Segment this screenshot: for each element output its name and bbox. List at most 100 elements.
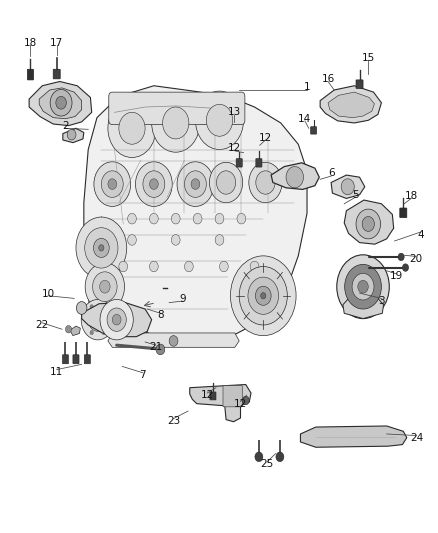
Circle shape: [344, 264, 381, 309]
Circle shape: [191, 179, 199, 189]
Circle shape: [286, 166, 303, 188]
Circle shape: [355, 209, 380, 239]
Circle shape: [255, 286, 271, 305]
Circle shape: [340, 179, 353, 195]
Circle shape: [65, 326, 71, 333]
Text: 2: 2: [62, 120, 69, 131]
Polygon shape: [108, 333, 239, 348]
Circle shape: [50, 90, 72, 116]
FancyBboxPatch shape: [209, 392, 215, 400]
Circle shape: [206, 104, 232, 136]
Text: 20: 20: [408, 254, 421, 263]
Circle shape: [357, 280, 367, 293]
Polygon shape: [81, 303, 151, 337]
Text: 8: 8: [157, 310, 163, 320]
Text: 18: 18: [24, 38, 37, 48]
Polygon shape: [189, 384, 251, 422]
Circle shape: [171, 235, 180, 245]
Circle shape: [108, 99, 155, 158]
Circle shape: [76, 217, 127, 279]
Circle shape: [99, 280, 110, 293]
Text: 19: 19: [389, 271, 403, 281]
Circle shape: [184, 171, 206, 197]
Text: 5: 5: [351, 190, 358, 200]
FancyBboxPatch shape: [53, 69, 60, 79]
FancyBboxPatch shape: [73, 355, 79, 364]
Circle shape: [93, 238, 109, 257]
Circle shape: [336, 255, 389, 319]
Text: 12: 12: [233, 399, 247, 409]
Text: 21: 21: [149, 342, 162, 352]
Circle shape: [119, 261, 127, 272]
Circle shape: [143, 171, 164, 197]
Circle shape: [99, 245, 104, 251]
Text: 4: 4: [417, 230, 423, 240]
FancyBboxPatch shape: [223, 385, 242, 407]
Circle shape: [402, 264, 408, 271]
Circle shape: [135, 162, 172, 206]
FancyBboxPatch shape: [84, 355, 90, 364]
Polygon shape: [343, 200, 393, 244]
Circle shape: [237, 213, 245, 224]
Polygon shape: [63, 128, 84, 143]
Circle shape: [250, 261, 258, 272]
Circle shape: [102, 305, 106, 309]
Circle shape: [112, 314, 121, 325]
Circle shape: [107, 308, 126, 332]
Circle shape: [84, 318, 87, 322]
Text: 23: 23: [166, 416, 180, 426]
Circle shape: [169, 336, 177, 346]
Text: 1: 1: [303, 82, 310, 92]
Circle shape: [239, 266, 287, 325]
Circle shape: [255, 171, 275, 194]
Circle shape: [247, 277, 278, 314]
Polygon shape: [327, 92, 374, 118]
FancyBboxPatch shape: [310, 127, 316, 134]
Circle shape: [248, 163, 282, 203]
Circle shape: [151, 94, 199, 152]
Text: 13: 13: [227, 107, 240, 117]
Text: 7: 7: [139, 370, 146, 380]
FancyBboxPatch shape: [109, 92, 244, 125]
Circle shape: [230, 256, 295, 336]
Circle shape: [127, 213, 136, 224]
Polygon shape: [300, 426, 406, 447]
Circle shape: [219, 261, 228, 272]
Circle shape: [215, 235, 223, 245]
Circle shape: [92, 272, 117, 302]
Circle shape: [56, 96, 66, 109]
Polygon shape: [29, 82, 92, 126]
Circle shape: [209, 163, 242, 203]
Text: 10: 10: [41, 289, 54, 299]
FancyBboxPatch shape: [255, 159, 261, 167]
Circle shape: [155, 344, 164, 355]
Circle shape: [216, 171, 235, 194]
Circle shape: [90, 305, 93, 309]
Text: 3: 3: [377, 296, 384, 306]
Text: 11: 11: [50, 367, 63, 377]
FancyBboxPatch shape: [236, 159, 242, 167]
Text: 6: 6: [327, 168, 334, 179]
Circle shape: [100, 300, 133, 340]
Polygon shape: [84, 86, 306, 341]
Circle shape: [397, 253, 403, 261]
Polygon shape: [319, 86, 381, 123]
Text: 12: 12: [227, 143, 240, 154]
Circle shape: [94, 162, 131, 206]
FancyBboxPatch shape: [399, 208, 406, 217]
Text: 25: 25: [260, 459, 273, 469]
Circle shape: [177, 162, 213, 206]
Circle shape: [260, 293, 265, 299]
Text: 16: 16: [321, 75, 334, 84]
Text: 9: 9: [179, 294, 185, 304]
Polygon shape: [39, 88, 81, 119]
FancyBboxPatch shape: [27, 69, 33, 80]
Circle shape: [149, 179, 158, 189]
Circle shape: [361, 216, 374, 231]
Circle shape: [127, 235, 136, 245]
Text: 18: 18: [404, 191, 417, 201]
Circle shape: [254, 452, 262, 462]
Polygon shape: [271, 163, 318, 189]
Circle shape: [108, 318, 112, 322]
Text: 24: 24: [409, 433, 422, 443]
